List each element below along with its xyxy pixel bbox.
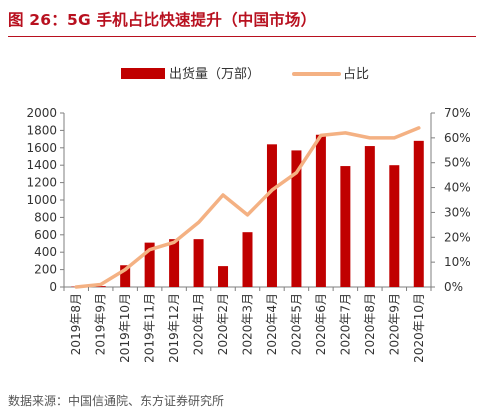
bar-shipments	[291, 150, 302, 287]
left-axis-tick-label: 200	[34, 263, 57, 277]
bar-shipments	[242, 232, 253, 287]
x-axis-tick-label: 2019年8月	[69, 293, 83, 355]
x-axis-tick-label: 2020年8月	[363, 293, 377, 355]
x-axis-tick-label: 2020年2月	[216, 293, 230, 355]
x-axis-tick-label: 2020年3月	[241, 293, 255, 355]
figure-title: 图 26：5G 手机占比快速提升（中国市场）	[8, 11, 317, 29]
right-axis-tick-label: 20%	[444, 230, 471, 244]
line-share-point	[198, 221, 200, 223]
right-axis-tick-label: 70%	[444, 106, 471, 120]
bar-shipments	[364, 146, 375, 287]
bar-shipments	[266, 144, 277, 287]
line-share-point	[75, 286, 77, 288]
line-share-point	[295, 172, 297, 174]
bar-shipments	[340, 166, 351, 287]
line-share-point	[320, 134, 322, 136]
line-share-point	[173, 241, 175, 243]
left-axis-tick-label: 1400	[26, 158, 57, 172]
line-share-point	[271, 189, 273, 191]
x-axis-tick-label: 2020年4月	[265, 293, 279, 355]
left-axis-tick-label: 1200	[26, 176, 57, 190]
left-axis-tick-label: 400	[34, 245, 57, 259]
bar-shipments	[389, 165, 400, 287]
bar-shipments	[169, 239, 180, 287]
left-axis-tick-label: 1000	[26, 193, 57, 207]
bar-shipments	[95, 286, 106, 287]
left-axis-tick-label: 1600	[26, 141, 57, 155]
left-axis-tick-label: 2000	[26, 106, 57, 120]
data-source: 数据来源：中国信通院、东方证券研究所	[8, 394, 225, 408]
bar-shipments	[218, 266, 229, 287]
right-axis-tick-label: 30%	[444, 205, 471, 219]
line-share-point	[222, 194, 224, 196]
title-underline	[8, 36, 476, 37]
line-share-point	[124, 269, 126, 271]
bar-shipments	[193, 239, 204, 287]
bar-shipments	[315, 134, 326, 287]
x-axis-tick-label: 2019年11月	[143, 293, 157, 363]
line-share-point	[149, 249, 151, 251]
right-axis-tick-label: 0%	[444, 280, 463, 294]
x-axis-tick-label: 2020年10月	[412, 293, 426, 363]
line-share-point	[344, 132, 346, 134]
x-axis-tick-label: 2020年7月	[338, 293, 352, 355]
bar-shipments	[120, 265, 131, 287]
x-axis-tick-label: 2020年5月	[289, 293, 303, 355]
right-axis-tick-label: 10%	[444, 255, 471, 269]
chart-legend: 出货量（万部） 占比	[121, 66, 369, 82]
plot-area: 0 200 400 600 800 1000 1200 1400 1600 1800 2000 0% 1…	[26, 106, 470, 363]
x-axis-tick-label: 2020年1月	[192, 293, 206, 355]
line-share-point	[393, 137, 395, 139]
left-axis-tick-label: 800	[34, 210, 57, 224]
x-axis-tick-label: 2019年10月	[118, 293, 132, 363]
legend-bar-label: 出货量（万部）	[169, 66, 260, 82]
line-share-point	[100, 284, 102, 286]
x-axis-tick-label: 2019年9月	[94, 293, 108, 355]
right-axis-tick-label: 40%	[444, 181, 471, 195]
x-axis-tick-label: 2019年12月	[167, 293, 181, 363]
x-axis-tick-label: 2020年9月	[387, 293, 401, 355]
legend-line-label: 占比	[343, 67, 369, 82]
line-share-point	[247, 214, 248, 216]
line-share-point	[369, 137, 371, 139]
x-axis-tick-label: 2020年6月	[314, 293, 328, 355]
line-share-point	[418, 127, 420, 129]
left-axis-tick-label: 0	[49, 280, 57, 294]
right-axis-tick-label: 60%	[444, 131, 471, 145]
right-axis-tick-label: 50%	[444, 156, 471, 170]
left-axis-tick-label: 600	[34, 228, 57, 242]
legend-bar-swatch	[121, 68, 165, 79]
bar-shipments	[413, 140, 424, 287]
bar-shipments	[144, 242, 155, 287]
left-axis-tick-label: 1800	[26, 123, 57, 137]
